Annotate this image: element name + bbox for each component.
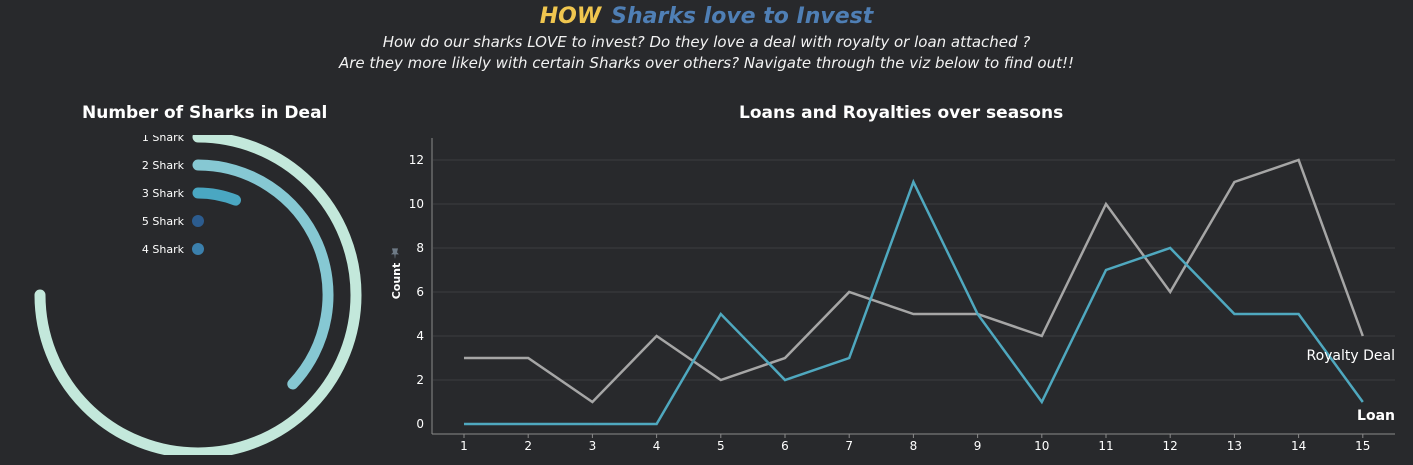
data-point-royalty-deal-3[interactable] — [591, 401, 594, 404]
dashboard-header: HOW Sharks love to Invest How do our shar… — [0, 2, 1413, 74]
data-point-loan-2[interactable] — [527, 423, 530, 426]
x-tick-label-7: 7 — [845, 439, 853, 453]
dashboard-title: HOW Sharks love to Invest — [0, 2, 1413, 32]
y-tick-label-2: 2 — [416, 373, 424, 387]
y-tick-label-12: 12 — [409, 153, 424, 167]
x-tick-label-12: 12 — [1163, 439, 1178, 453]
y-tick-label-8: 8 — [416, 241, 424, 255]
grid-lines — [433, 159, 1395, 381]
x-tick-label-14: 14 — [1291, 439, 1306, 453]
x-tick-label-3: 3 — [589, 439, 597, 453]
y-axis-title: Count — [390, 263, 403, 300]
data-point-loan-4[interactable] — [655, 423, 658, 426]
x-tick-label-10: 10 — [1034, 439, 1049, 453]
radial-chart-title: Number of Sharks in Deal — [82, 103, 328, 123]
radial-label-4-shark: 4 Shark — [142, 243, 185, 256]
data-point-loan-14[interactable] — [1297, 313, 1300, 316]
data-point-royalty-deal-8[interactable] — [912, 313, 915, 316]
data-point-royalty-deal-14[interactable] — [1297, 159, 1300, 162]
radial-bar-4-shark[interactable] — [192, 243, 204, 255]
x-tick-label-8: 8 — [910, 439, 918, 453]
series-points-royalty-deal — [463, 159, 1365, 404]
radial-label-5-shark: 5 Shark — [142, 215, 185, 228]
data-point-loan-13[interactable] — [1233, 313, 1236, 316]
data-point-royalty-deal-2[interactable] — [527, 357, 530, 360]
series-line-loan[interactable] — [464, 178, 1364, 426]
radial-label-3-shark: 3 Shark — [142, 187, 185, 200]
y-tick-label-10: 10 — [409, 197, 424, 211]
subtitle-line-2: Are they more likely with certain Sharks… — [338, 54, 1075, 72]
x-tick-label-5: 5 — [717, 439, 725, 453]
line-chart-title: Loans and Royalties over seasons — [739, 103, 1064, 123]
y-tick-label-0: 0 — [416, 417, 424, 431]
subtitle-line-1: How do our sharks LOVE to invest? Do the… — [382, 33, 1031, 51]
data-point-loan-15[interactable] — [1361, 401, 1364, 404]
radial-label-2-shark: 2 Shark — [142, 159, 185, 172]
y-tick-label-6: 6 — [416, 285, 424, 299]
x-tick-label-11: 11 — [1098, 439, 1113, 453]
x-tick-label-15: 15 — [1355, 439, 1370, 453]
data-point-royalty-deal-15[interactable] — [1361, 335, 1364, 338]
data-point-royalty-deal-7[interactable] — [848, 291, 851, 294]
title-word-how: HOW — [539, 4, 602, 29]
data-point-loan-1[interactable] — [463, 423, 466, 426]
series-points-loan — [463, 181, 1365, 426]
data-point-loan-5[interactable] — [719, 313, 722, 316]
data-point-loan-8[interactable] — [912, 181, 915, 184]
data-point-royalty-deal-13[interactable] — [1233, 181, 1236, 184]
x-tick-label-6: 6 — [781, 439, 789, 453]
radial-bar-1-shark[interactable] — [34, 135, 362, 455]
data-point-royalty-deal-10[interactable] — [1040, 335, 1043, 338]
x-tick-label-13: 13 — [1227, 439, 1242, 453]
radial-label-1-shark: 1 Shark — [142, 135, 185, 144]
x-tick-label-1: 1 — [460, 439, 468, 453]
data-point-royalty-deal-5[interactable] — [719, 379, 722, 382]
legend-label-loan: Loan — [1357, 408, 1395, 424]
series-line-royalty-deal[interactable] — [464, 158, 1364, 404]
data-point-loan-12[interactable] — [1169, 247, 1172, 250]
data-point-loan-6[interactable] — [784, 379, 787, 382]
data-point-loan-10[interactable] — [1040, 401, 1043, 404]
data-point-royalty-deal-6[interactable] — [784, 357, 787, 360]
x-tick-label-4: 4 — [653, 439, 661, 453]
radial-bar-2-shark[interactable] — [192, 159, 334, 390]
radial-bar-3-shark[interactable] — [192, 187, 242, 206]
data-point-royalty-deal-12[interactable] — [1169, 291, 1172, 294]
x-tick-label-2: 2 — [524, 439, 532, 453]
radial-bar-5-shark[interactable] — [192, 215, 204, 227]
title-rest: Sharks love to Invest — [611, 4, 874, 29]
data-point-loan-7[interactable] — [848, 357, 851, 360]
y-tick-label-4: 4 — [416, 329, 424, 343]
data-point-royalty-deal-11[interactable] — [1105, 203, 1108, 206]
x-tick-label-9: 9 — [974, 439, 982, 453]
sharks-in-deal-radial-chart: 1 Shark 2 Shark 3 Shark 5 Shark 4 Shark — [34, 135, 362, 455]
pin-icon[interactable] — [391, 248, 399, 259]
data-point-royalty-deal-1[interactable] — [463, 357, 466, 360]
data-point-royalty-deal-4[interactable] — [655, 335, 658, 338]
data-point-loan-11[interactable] — [1105, 269, 1108, 272]
legend-label-royalty-deal: Royalty Deal — [1306, 348, 1395, 364]
data-point-loan-9[interactable] — [976, 313, 979, 316]
data-point-loan-3[interactable] — [591, 423, 594, 426]
